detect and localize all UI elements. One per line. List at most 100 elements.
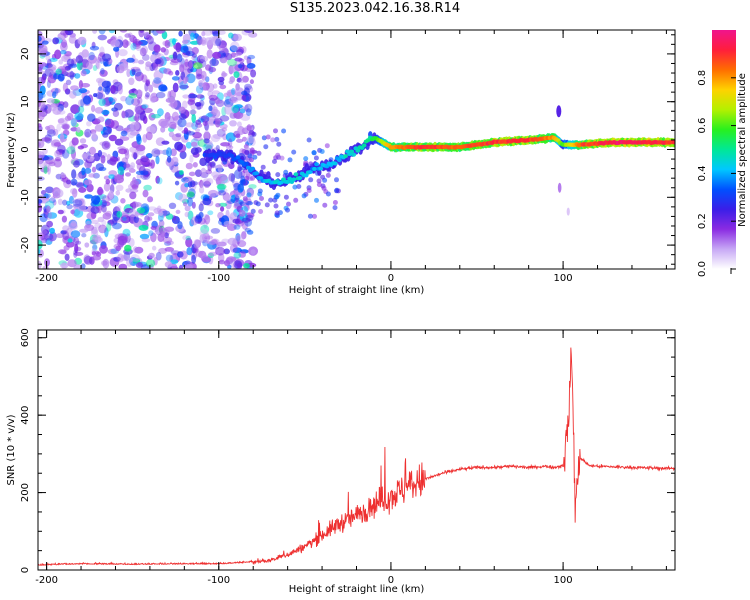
noise-blob [69, 70, 75, 80]
noise-blob [104, 85, 111, 95]
noise-blob [68, 35, 77, 44]
noise-blob [113, 243, 123, 250]
noise-blob [56, 109, 66, 115]
noise-blob [89, 146, 96, 155]
noise-blob [64, 253, 70, 261]
noise-blob [130, 162, 136, 169]
noise-blob [125, 172, 131, 177]
noise-blob [334, 177, 339, 183]
noise-blob [126, 68, 131, 78]
noise-blob [57, 209, 64, 215]
noise-blob [137, 97, 143, 105]
noise-blob [62, 230, 69, 241]
noise-blob [203, 180, 211, 188]
noise-blob [87, 54, 98, 64]
noise-blob [215, 191, 222, 196]
noise-blob [212, 133, 223, 140]
noise-blob [178, 193, 188, 202]
noise-blob [115, 190, 121, 196]
x-tick-label: 100 [554, 273, 573, 284]
noise-blob [237, 64, 243, 69]
signal-core [293, 172, 299, 177]
noise-blob [257, 188, 263, 194]
noise-blob [118, 148, 128, 155]
signal-core [355, 148, 361, 153]
noise-blob [177, 251, 184, 258]
noise-blob [179, 170, 184, 175]
noise-blob [204, 214, 211, 225]
noise-blob [211, 171, 221, 178]
noise-blob [124, 109, 134, 118]
signal-core [297, 176, 303, 180]
noise-blob [158, 247, 168, 254]
noise-blob [40, 229, 48, 240]
noise-blob [174, 180, 180, 186]
x-tick-label: -100 [207, 273, 230, 284]
noise-blob [103, 182, 111, 192]
noise-blob [57, 144, 66, 153]
noise-blob [203, 131, 211, 141]
noise-blob [279, 155, 285, 161]
snr-layer [38, 347, 675, 567]
noise-blob [172, 38, 176, 45]
noise-blob [140, 170, 149, 176]
noise-blob [211, 90, 220, 95]
noise-blob [120, 95, 127, 102]
noise-blob [121, 157, 129, 164]
noise-blob [155, 155, 160, 165]
noise-blob [275, 172, 281, 178]
noise-blob [195, 66, 203, 77]
noise-blob [72, 198, 80, 204]
noise-blob [293, 197, 299, 203]
noise-blob [80, 144, 88, 149]
noise-blob [49, 233, 54, 242]
noise-blob [92, 65, 98, 71]
noise-blob [283, 169, 289, 175]
noise-blob [38, 66, 43, 74]
x-tick-label: 100 [554, 575, 573, 586]
noise-blob [81, 167, 86, 176]
noise-blob [167, 261, 173, 268]
noise-blob [246, 63, 256, 69]
noise-blob [70, 188, 78, 195]
noise-blob [56, 123, 61, 132]
noise-blob [190, 32, 195, 41]
noise-blob [276, 141, 282, 147]
noise-blob [236, 235, 241, 245]
y-tick-label: 400 [20, 406, 31, 425]
noise-blob [86, 183, 94, 193]
noise-blob [211, 30, 219, 35]
noise-blob [61, 39, 68, 48]
noise-blob [229, 243, 238, 253]
signal-core [343, 154, 348, 159]
x-tick-label: -100 [207, 575, 230, 586]
noise-blob [231, 88, 236, 95]
noise-blob [207, 210, 214, 216]
noise-blob [170, 148, 177, 157]
y-tick-label: -10 [20, 189, 31, 205]
noise-blob [122, 216, 127, 221]
noise-blob [241, 95, 247, 101]
noise-blob [102, 53, 112, 62]
noise-blob [62, 225, 70, 232]
noise-blob [48, 161, 56, 167]
noise-blob [84, 194, 93, 199]
noise-blob [160, 47, 166, 53]
noise-blob [306, 137, 312, 143]
noise-blob [178, 30, 183, 37]
noise-blob [246, 124, 252, 131]
noise-blob [179, 84, 189, 90]
noise-blob [99, 69, 108, 77]
noise-blob [66, 204, 73, 210]
noise-blob [200, 70, 207, 81]
noise-blob [73, 160, 80, 168]
noise-blob [185, 162, 193, 170]
noise-blob [319, 149, 325, 154]
noise-blob [115, 245, 121, 252]
noise-blob [164, 112, 171, 122]
noise-blob [147, 212, 155, 217]
noise-blob [75, 55, 84, 64]
noise-blob [208, 94, 218, 101]
noise-blob [135, 262, 144, 269]
noise-blob [273, 128, 278, 134]
